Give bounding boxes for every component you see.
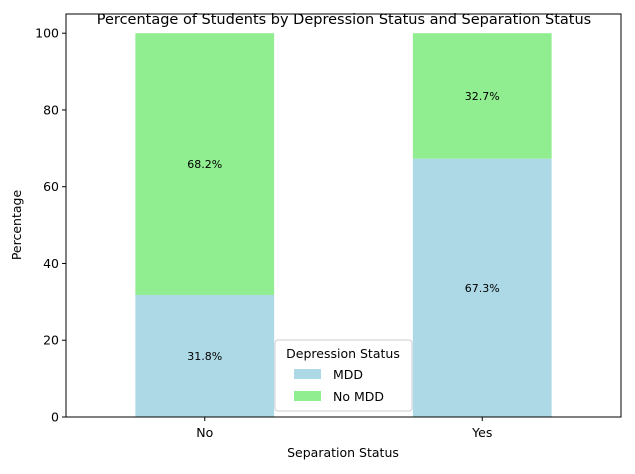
bars-group: 31.8% 68.2% 67.3% 32.7% <box>135 33 552 417</box>
y-tick-label: 20 <box>43 333 59 348</box>
legend-entry-no-mdd: No MDD <box>333 389 384 404</box>
data-label-no-mdd-no: 68.2% <box>187 158 222 171</box>
bar-no-mdd-yes <box>412 33 552 159</box>
x-axis-label: Separation Status <box>287 445 399 460</box>
legend-swatch-mdd <box>294 369 321 379</box>
legend-swatch-no-mdd <box>294 391 321 401</box>
chart-title: Percentage of Students by Depression Sta… <box>97 12 591 28</box>
y-axis: 0 20 40 60 80 100 <box>35 26 66 425</box>
bar-mdd-no <box>135 294 275 417</box>
legend-entry-mdd: MDD <box>333 367 363 382</box>
bar-mdd-yes <box>412 158 552 417</box>
legend-title: Depression Status <box>286 346 400 361</box>
bar-no-mdd-no <box>135 33 275 295</box>
plot-frame <box>65 13 622 418</box>
x-tick-label: No <box>196 425 213 440</box>
data-label-mdd-yes: 67.3% <box>465 282 500 295</box>
y-tick-label: 0 <box>51 410 59 425</box>
x-tick-label: Yes <box>471 425 492 440</box>
data-label-mdd-no: 31.8% <box>187 350 222 363</box>
y-tick-label: 100 <box>35 26 59 41</box>
y-axis-label: Percentage <box>9 190 24 261</box>
y-tick-label: 40 <box>43 256 59 271</box>
y-tick-label: 80 <box>43 102 59 117</box>
x-axis: No Yes <box>196 417 492 440</box>
data-label-no-mdd-yes: 32.7% <box>465 90 500 103</box>
legend: Depression Status MDD No MDD <box>274 339 413 412</box>
y-tick-label: 60 <box>43 179 59 194</box>
